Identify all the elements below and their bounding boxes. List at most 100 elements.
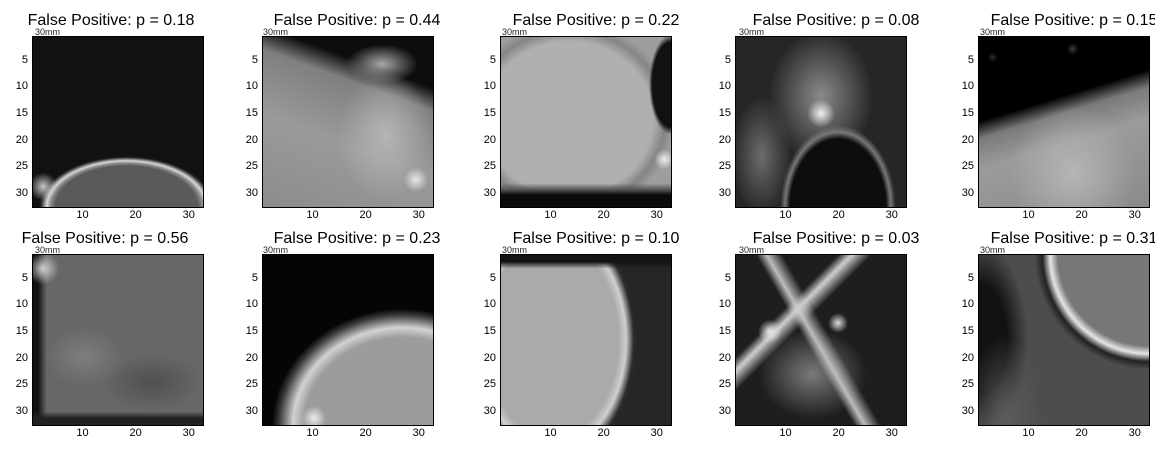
panel-title: False Positive: p = 0.56 <box>21 230 189 247</box>
y-tick-label: 25 <box>718 378 731 391</box>
panel-title: False Positive: p = 0.23 <box>273 230 441 247</box>
y-tick-label: 25 <box>483 160 496 173</box>
y-tick-label: 30 <box>961 186 974 199</box>
panel-title: False Positive: p = 0.22 <box>512 12 680 29</box>
y-tick-label: 15 <box>245 325 258 338</box>
scan-image <box>500 36 672 208</box>
x-tick-label: 10 <box>544 427 557 439</box>
scale-label: 30mm <box>35 27 61 37</box>
y-tick-label: 5 <box>21 53 28 66</box>
y-tick-label: 30 <box>483 186 496 199</box>
y-tick-label: 30 <box>483 404 496 417</box>
x-tick-label: 20 <box>597 427 610 439</box>
x-tick-label: 30 <box>412 209 425 221</box>
scan-image <box>32 36 204 208</box>
y-tick-label: 5 <box>724 53 731 66</box>
y-tick-label: 30 <box>718 186 731 199</box>
x-tick-label: 10 <box>779 209 792 221</box>
y-tick-label: 20 <box>245 351 258 364</box>
y-tick-label: 30 <box>15 404 28 417</box>
y-tick-label: 10 <box>961 298 974 311</box>
x-tick-label: 10 <box>76 209 89 221</box>
x-tick-label: 20 <box>129 209 142 221</box>
scale-label: 30mm <box>980 27 1006 37</box>
y-tick-label: 25 <box>15 160 28 173</box>
y-tick-label: 10 <box>245 80 258 93</box>
x-tick-label: 30 <box>885 427 898 439</box>
panel-4: False Positive: p = 0.08 30mm 5 10 15 20 25 3… <box>703 12 920 227</box>
x-tick-label: 10 <box>544 209 557 221</box>
y-tick-label: 15 <box>483 325 496 338</box>
scan-image <box>978 254 1150 426</box>
panel-title: False Positive: p = 0.03 <box>752 230 920 247</box>
scan-image <box>735 36 907 208</box>
x-tick-label: 10 <box>1022 209 1035 221</box>
scale-label: 30mm <box>739 245 765 255</box>
y-tick-label: 5 <box>251 271 258 284</box>
y-tick-label: 25 <box>961 160 974 173</box>
scan-image <box>262 254 434 426</box>
y-tick-label: 25 <box>961 378 974 391</box>
y-tick-label: 25 <box>245 378 258 391</box>
scan-image <box>735 254 907 426</box>
x-tick-label: 30 <box>412 427 425 439</box>
y-tick-label: 20 <box>483 133 496 146</box>
scan-image <box>500 254 672 426</box>
y-tick-label: 5 <box>21 271 28 284</box>
panel-7: False Positive: p = 0.23 30mm 5 10 15 20 25 3… <box>235 230 441 445</box>
scan-image <box>978 36 1150 208</box>
panel-6: False Positive: p = 0.56 30mm 5 10 15 20 25 3… <box>5 230 205 445</box>
y-tick-label: 10 <box>15 80 28 93</box>
y-tick-label: 20 <box>961 351 974 364</box>
scan-image <box>262 36 434 208</box>
panel-title: False Positive: p = 0.44 <box>273 12 441 29</box>
panel-10: False Positive: p = 0.31 30mm 5 10 15 20 25 3… <box>944 230 1155 445</box>
panel-1: False Positive: p = 0.18 30mm 5 10 15 20 25 3… <box>5 12 205 227</box>
x-tick-label: 10 <box>1022 427 1035 439</box>
x-tick-label: 30 <box>182 427 195 439</box>
y-tick-label: 15 <box>718 107 731 120</box>
y-tick-label: 20 <box>718 351 731 364</box>
x-tick-label: 20 <box>832 427 845 439</box>
y-tick-label: 30 <box>245 186 258 199</box>
x-tick-label: 20 <box>597 209 610 221</box>
x-tick-label: 30 <box>650 427 663 439</box>
scale-label: 30mm <box>980 245 1006 255</box>
y-tick-label: 10 <box>483 80 496 93</box>
panel-5: False Positive: p = 0.15 30mm 5 10 15 20 25 3… <box>944 12 1155 227</box>
x-tick-label: 10 <box>306 427 319 439</box>
y-tick-label: 20 <box>961 133 974 146</box>
x-tick-label: 20 <box>1075 209 1088 221</box>
panel-title: False Positive: p = 0.18 <box>27 12 195 29</box>
y-tick-label: 15 <box>718 325 731 338</box>
panel-title: False Positive: p = 0.15 <box>990 12 1155 29</box>
y-tick-label: 15 <box>961 325 974 338</box>
y-tick-label: 5 <box>967 53 974 66</box>
x-tick-label: 20 <box>832 209 845 221</box>
x-tick-label: 30 <box>182 209 195 221</box>
y-tick-label: 15 <box>15 107 28 120</box>
panel-2: False Positive: p = 0.44 30mm 5 10 15 20 25 3… <box>235 12 441 227</box>
y-tick-label: 25 <box>245 160 258 173</box>
y-tick-label: 25 <box>483 378 496 391</box>
y-tick-label: 30 <box>245 404 258 417</box>
y-tick-label: 10 <box>15 298 28 311</box>
panel-3: False Positive: p = 0.22 30mm 5 10 15 20 25 3… <box>466 12 680 227</box>
y-tick-label: 30 <box>15 186 28 199</box>
x-tick-label: 10 <box>76 427 89 439</box>
x-tick-label: 10 <box>779 427 792 439</box>
panel-title: False Positive: p = 0.10 <box>512 230 680 247</box>
x-tick-label: 10 <box>306 209 319 221</box>
y-tick-label: 20 <box>15 133 28 146</box>
x-tick-label: 30 <box>650 209 663 221</box>
x-tick-label: 20 <box>1075 427 1088 439</box>
scale-label: 30mm <box>739 27 765 37</box>
y-tick-label: 15 <box>15 325 28 338</box>
y-tick-label: 5 <box>489 53 496 66</box>
x-tick-label: 30 <box>1128 209 1141 221</box>
scale-label: 30mm <box>263 245 289 255</box>
y-tick-label: 15 <box>245 107 258 120</box>
scan-image <box>32 254 204 426</box>
x-tick-label: 20 <box>359 209 372 221</box>
scale-label: 30mm <box>502 27 528 37</box>
